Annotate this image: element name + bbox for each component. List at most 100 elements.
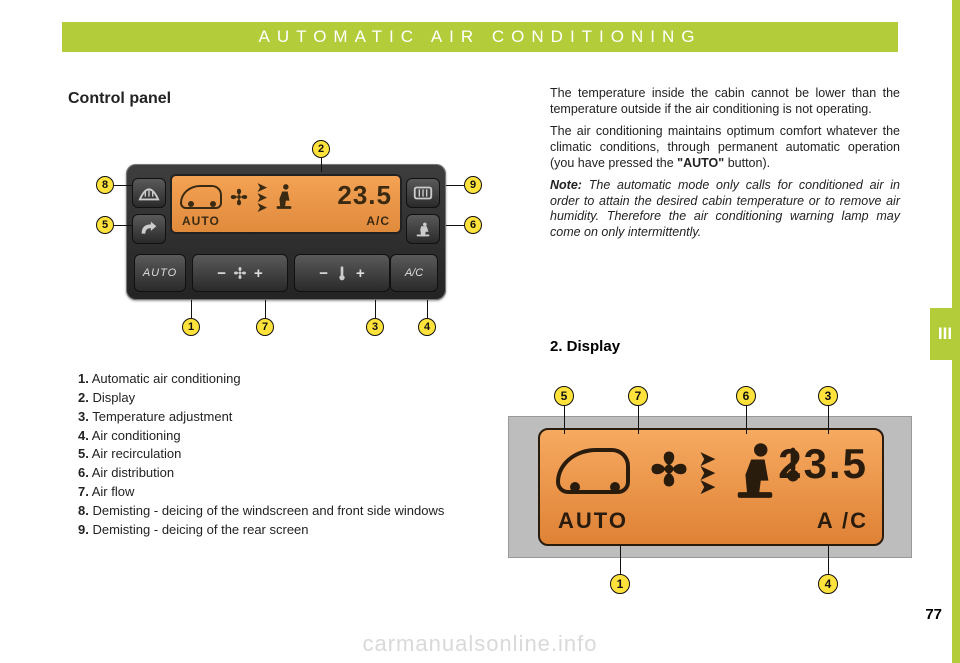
legend-text: Air flow [92,484,135,499]
display-temp-value: 23.5 [778,440,868,488]
legend-num: 3. [78,409,89,424]
callout-9: 9 [464,176,482,194]
watermark: carmanualsonline.info [0,631,960,657]
fan-speed-button[interactable]: − + [192,254,288,292]
display-icons: ➤➤➤ [180,182,295,212]
rear-defrost-button[interactable] [406,178,440,208]
display-heading: 2. Display [550,338,620,355]
note-label: Note: [550,178,582,192]
paragraph-2: The air conditioning maintains optimum c… [550,124,900,171]
legend-num: 8. [78,503,89,518]
legend-num: 1. [78,371,89,386]
lead-8 [114,185,132,186]
lead-6 [746,406,747,434]
display-bottom-row: AUTO A /C [558,508,868,534]
header-title: AUTOMATIC AIR CONDITIONING [259,27,702,47]
auto-button-label: AUTO [143,267,177,279]
seat-icon [732,440,778,507]
minus-icon: − [319,265,328,282]
display-bottom-row: AUTO A/C [182,214,390,228]
auto-button[interactable]: AUTO [134,254,186,292]
airflow-arrows-icon: ➤➤➤ [698,452,716,494]
callout-7: 7 [256,318,274,336]
lead-7 [265,300,266,318]
lead-5 [564,406,565,434]
legend-text: Display [92,390,135,405]
legend-text: Air conditioning [92,428,181,443]
legend-text: Demisting - deicing of the rear screen [92,522,308,537]
fan-icon [228,186,250,208]
lead-7 [638,406,639,434]
display-lcd: ➤➤➤ 23.5 AUTO A /C [538,428,884,546]
display-figure: 5 7 6 3 1 4 ➤➤➤ 23.5 AUTO A /C [508,386,912,606]
thermometer-icon [334,265,350,281]
callout-8: 8 [96,176,114,194]
lead-1 [191,300,192,318]
legend-list: 1. Automatic air conditioning 2. Display… [78,370,444,540]
lead-1 [620,546,621,574]
display-ac-label: A /C [817,508,868,534]
legend-item: 9. Demisting - deicing of the rear scree… [78,521,444,540]
legend-text: Air distribution [92,465,174,480]
air-recirculation-button[interactable] [132,214,166,244]
callout-3: 3 [366,318,384,336]
lead-4 [828,546,829,574]
callout-5: 5 [554,386,574,406]
display-temp: 23.5 [337,180,392,211]
legend-num: 9. [78,522,89,537]
lead-3 [375,300,376,318]
airflow-arrows-icon: ➤➤➤ [256,182,267,212]
paragraph-2c: button). [724,156,770,170]
legend-num: 7. [78,484,89,499]
section-tab-label: III [938,324,952,344]
paragraph-1: The temperature inside the cabin cannot … [550,86,900,117]
lead-5 [114,225,132,226]
header-bar: AUTOMATIC AIR CONDITIONING [62,22,898,52]
air-distribution-button[interactable] [406,214,440,244]
lead-9 [446,185,464,186]
seat-icon [273,182,295,212]
fan-icon [232,265,248,281]
legend-text: Air recirculation [92,446,182,461]
display-auto-label: AUTO [182,214,220,228]
callout-7: 7 [628,386,648,406]
legend-item: 5. Air recirculation [78,445,444,464]
panel-display: ➤➤➤ 23.5 AUTO A/C [170,174,402,234]
callout-1: 1 [182,318,200,336]
page: AUTOMATIC AIR CONDITIONING III Control p… [0,0,960,663]
lead-3 [828,406,829,434]
legend-num: 5. [78,446,89,461]
callout-5: 5 [96,216,114,234]
display-auto-label: AUTO [558,508,628,534]
callout-6: 6 [464,216,482,234]
ac-button[interactable]: A/C [390,254,438,292]
legend-num: 4. [78,428,89,443]
legend-item: 3. Temperature adjustment [78,408,444,427]
temperature-button[interactable]: − + [294,254,390,292]
callout-2: 2 [312,140,330,158]
display-ac-label: A/C [366,214,390,228]
fan-icon [648,448,690,495]
auto-bold: "AUTO" [677,156,724,170]
callout-4: 4 [818,574,838,594]
front-defrost-button[interactable] [132,178,166,208]
lead-2 [321,158,322,172]
car-icon [180,185,222,209]
callout-1: 1 [610,574,630,594]
legend-item: 6. Air distribution [78,464,444,483]
legend-item: 8. Demisting - deicing of the windscreen… [78,502,444,521]
callout-6: 6 [736,386,756,406]
legend-num: 6. [78,465,89,480]
plus-icon: + [356,265,365,282]
callout-4: 4 [418,318,436,336]
minus-icon: − [217,265,226,282]
legend-text: Temperature adjustment [92,409,232,424]
page-number: 77 [925,606,942,623]
ac-button-label: A/C [405,267,423,279]
legend-item: 1. Automatic air conditioning [78,370,444,389]
legend-item: 4. Air conditioning [78,427,444,446]
control-panel-figure: 2 8 9 5 6 1 7 3 4 ➤➤➤ 23.5 [84,140,488,340]
lead-6 [446,225,464,226]
lead-4 [427,300,428,318]
car-icon [556,448,630,494]
